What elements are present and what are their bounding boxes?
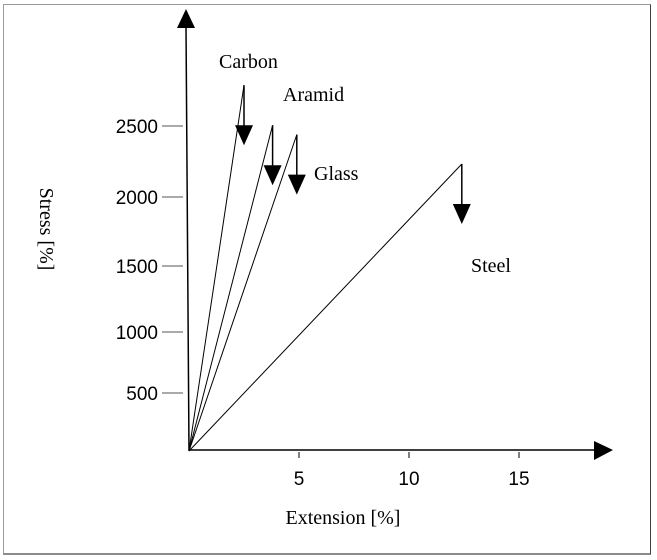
failure-arrowhead-steel <box>452 203 471 224</box>
x-tick-label: 10 <box>398 469 419 490</box>
x-axis-arrowhead <box>594 441 613 460</box>
y-axis-label: Stress [%] <box>35 188 57 271</box>
y-tick-label: 2500 <box>116 117 158 138</box>
y-axis-line <box>185 25 190 452</box>
series-line-steel <box>188 163 463 452</box>
series-group <box>188 85 471 452</box>
failure-arrowhead-carbon <box>235 125 253 146</box>
frame-border <box>3 4 651 555</box>
failure-arrowhead-aramid <box>263 165 282 186</box>
series-line-carbon <box>188 85 245 452</box>
series-label-aramid: Aramid <box>283 84 344 106</box>
series-label-steel: Steel <box>471 255 511 277</box>
y-tick-label: 500 <box>126 384 158 405</box>
y-tick-label: 2000 <box>116 188 158 209</box>
x-axis-label: Extension [%] <box>286 507 401 529</box>
y-axis-arrowhead <box>177 9 195 28</box>
x-tick-label: 5 <box>294 469 305 490</box>
series-label-carbon: Carbon <box>219 51 278 73</box>
axes <box>177 9 613 460</box>
ticks: 5 10 15 500 1000 1500 2000 2500 <box>116 117 530 490</box>
series-label-glass: Glass <box>314 163 359 185</box>
series-line-aramid <box>188 125 274 452</box>
y-tick-label: 1000 <box>116 323 158 344</box>
failure-arrowhead-glass <box>287 174 306 195</box>
y-tick-label: 1500 <box>116 257 158 278</box>
series-line-glass <box>188 134 298 452</box>
x-tick-label: 15 <box>508 469 529 490</box>
